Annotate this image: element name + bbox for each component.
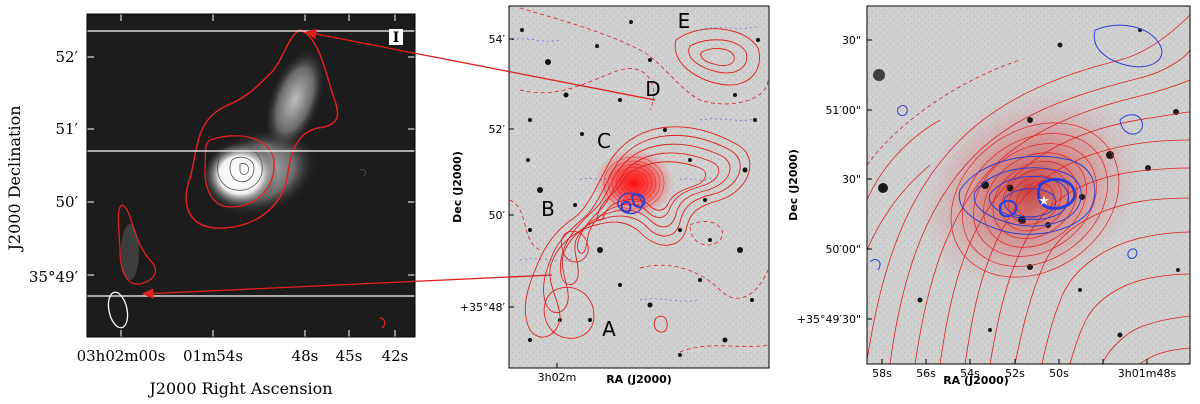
p3-xtick-3: 52s [1005,367,1025,380]
label-d: D [645,77,660,101]
connector-arrows [141,28,656,299]
p3-xtick-1: 56s [916,367,936,380]
p1-xlabel: J2000 Right Ascension [147,379,332,398]
p3-ylabel: Dec (J2000) [787,149,800,221]
p2-ytick-3: +35°48′ [460,301,506,314]
panel-1: I 52′ 51′ 50′ 35°49′ 03h02m00s 01m54s 48… [5,13,416,398]
p1-ytick-3: 35°49′ [29,268,79,286]
p3-xtick-5: 3h01m48s [1118,367,1177,380]
label-a: A [602,317,616,341]
label-c: C [597,129,611,153]
panel-3: ★ 30" 51′00" 30" 50′00" +35°49′30" 58s 5… [787,5,1191,387]
p2-ytick-0: 54′ [489,33,506,46]
p3-ytick-0: 30" [842,34,861,47]
p3-xlabel: RA (J2000) [943,374,1009,387]
label-e: E [678,9,691,33]
host-star-icon: ★ [1038,194,1050,209]
p1-ytick-2: 50′ [56,193,79,211]
p2-ytick-2: 50′ [489,209,506,222]
p1-ytick-1: 51′ [56,120,79,138]
panel-label: I [393,30,400,46]
radio-core [594,149,674,217]
p3-ytick-4: +35°49′30" [797,313,861,326]
p1-xtick-0: 03h02m00s [77,347,166,365]
arrow-upper [304,28,656,101]
p1-ylabel: J2000 Declination [5,105,24,252]
p1-ytick-0: 52′ [56,48,79,66]
panel-label-box [389,29,403,45]
p3-xtick-4: 50s [1049,367,1069,380]
p2-ylabel: Dec (J2000) [451,151,464,223]
arrow-lower [141,274,553,299]
panel-2: E D C B A 54′ 52′ 50′ +35°48′ 3h02m RA (… [451,5,770,386]
p3-xtick-2: 54s [960,367,980,380]
label-b: B [541,197,555,221]
p2-xlabel: RA (J2000) [606,373,672,386]
p1-xtick-4: 42s [382,347,409,365]
p1-xtick-3: 45s [336,347,363,365]
radio-contour [185,29,339,229]
p1-xtick-2: 48s [292,347,319,365]
beam-ellipse [107,291,129,329]
p3-ytick-3: 50′00" [825,243,861,256]
p3-xtick-0: 58s [872,367,892,380]
p1-xtick-1: 01m54s [183,347,243,365]
p2-xtick-0: 3h02m [538,371,577,384]
p3-ytick-2: 30" [842,173,861,186]
optical-contour-3 [869,24,1163,271]
optical-contour [617,192,646,215]
p2-ytick-1: 52′ [489,123,506,136]
radio-glow [915,88,1145,292]
p3-ytick-1: 51′00" [825,104,861,117]
